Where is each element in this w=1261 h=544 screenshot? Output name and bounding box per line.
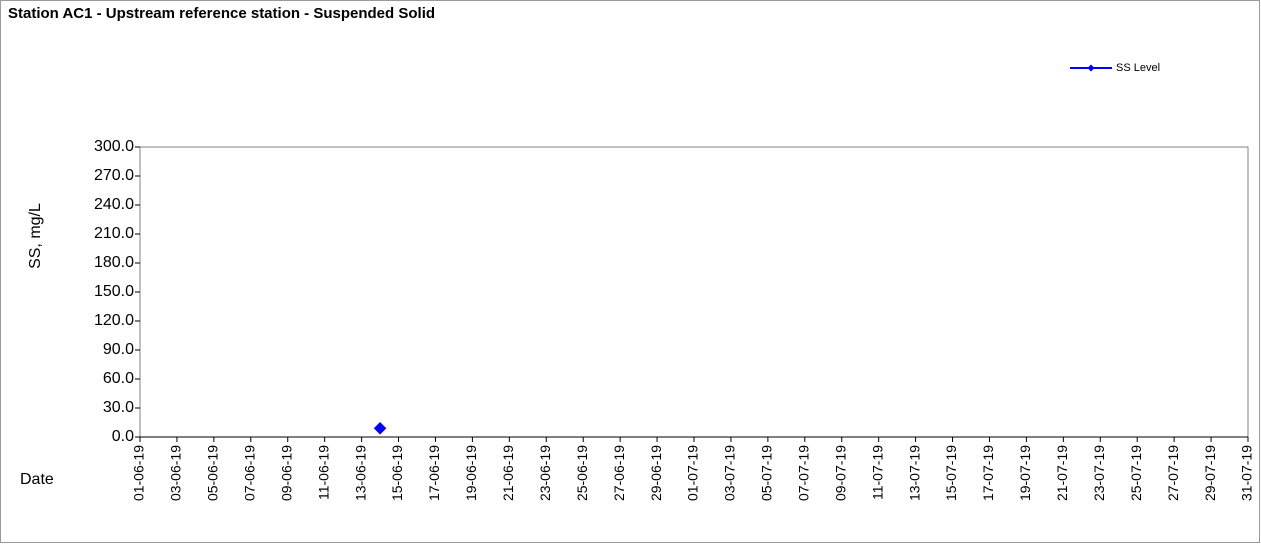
x-tick-label: 23-06-19 <box>537 445 553 501</box>
x-tick-label: 15-07-19 <box>943 445 959 501</box>
x-tick-label: 09-07-19 <box>832 445 848 501</box>
y-tick-label: 60.0 <box>103 370 134 387</box>
x-tick-label: 03-07-19 <box>722 445 738 501</box>
y-tick-label: 240.0 <box>94 196 134 213</box>
y-tick-label: 180.0 <box>94 254 134 271</box>
y-axis-label: SS, mg/L <box>27 203 44 269</box>
y-tick-label: 0.0 <box>112 428 134 445</box>
x-tick-label: 01-06-19 <box>131 445 147 501</box>
data-point <box>373 421 387 435</box>
x-tick-label: 23-07-19 <box>1091 445 1107 501</box>
y-tick-label: 300.0 <box>94 138 134 155</box>
legend-marker <box>1087 64 1095 72</box>
y-tick-label: 150.0 <box>94 283 134 300</box>
chart-title: Station AC1 - Upstream reference station… <box>8 5 435 22</box>
x-tick-label: 03-06-19 <box>168 445 184 501</box>
x-tick-label: 15-06-19 <box>389 445 405 501</box>
x-tick-label: 29-07-19 <box>1202 445 1218 501</box>
x-tick-label: 11-07-19 <box>869 445 885 500</box>
x-tick-label: 05-06-19 <box>205 445 221 501</box>
x-axis-label: Date <box>20 471 54 488</box>
y-tick-label: 270.0 <box>94 167 134 184</box>
x-tick-label: 29-06-19 <box>648 445 664 501</box>
x-tick-label: 07-06-19 <box>242 445 258 501</box>
x-tick-label: 13-07-19 <box>906 445 922 501</box>
x-tick-label: 25-07-19 <box>1128 445 1144 501</box>
x-tick-label: 05-07-19 <box>759 445 775 501</box>
x-tick-label: 19-07-19 <box>1017 445 1033 501</box>
x-tick-label: 11-06-19 <box>315 445 331 500</box>
x-tick-label: 27-07-19 <box>1165 445 1181 501</box>
x-tick-label: 19-06-19 <box>463 445 479 501</box>
x-tick-label: 09-06-19 <box>278 445 294 501</box>
x-tick-label: 31-07-19 <box>1239 445 1255 501</box>
y-tick-label: 90.0 <box>103 341 134 358</box>
x-tick-label: 21-07-19 <box>1054 445 1070 501</box>
x-tick-label: 27-06-19 <box>611 445 627 501</box>
y-tick-label: 120.0 <box>94 312 134 329</box>
x-tick-label: 01-07-19 <box>685 445 701 501</box>
x-tick-label: 17-07-19 <box>980 445 996 501</box>
x-tick-label: 13-06-19 <box>352 445 368 501</box>
x-tick-label: 07-07-19 <box>796 445 812 501</box>
y-tick-label: 30.0 <box>103 399 134 416</box>
legend-label: SS Level <box>1116 62 1160 74</box>
x-tick-label: 25-06-19 <box>574 445 590 501</box>
x-tick-label: 21-06-19 <box>500 445 516 501</box>
x-tick-label: 17-06-19 <box>426 445 442 501</box>
y-tick-label: 210.0 <box>94 225 134 242</box>
